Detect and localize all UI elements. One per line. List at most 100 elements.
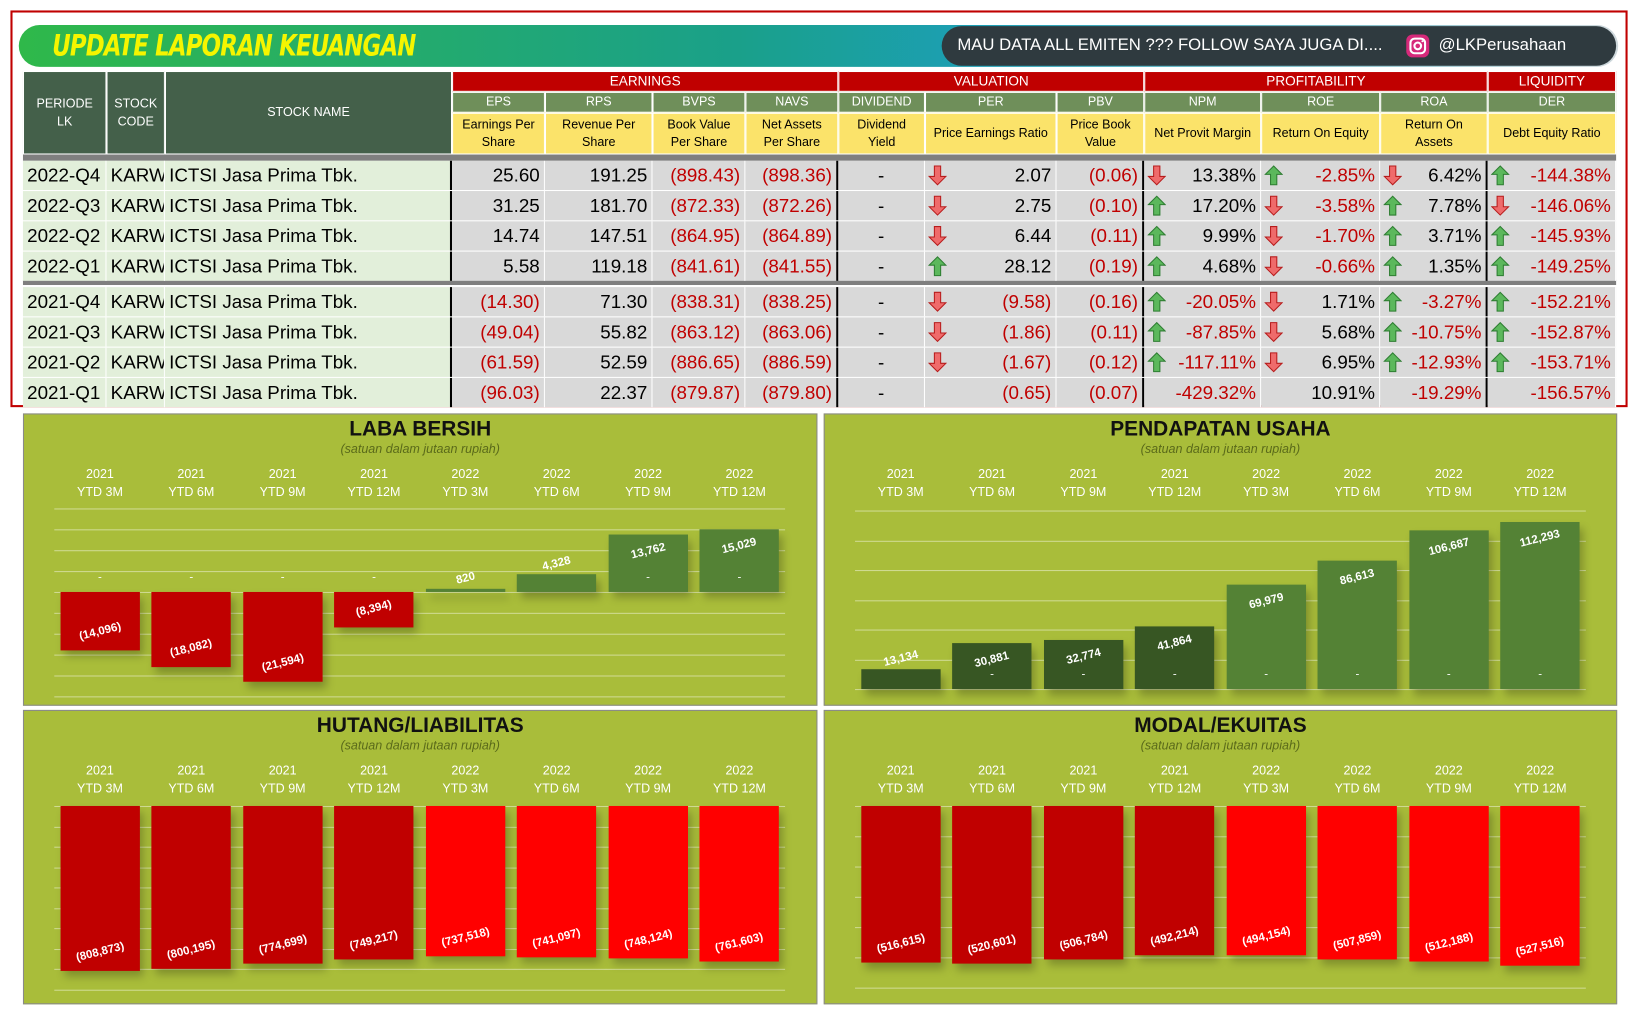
bar [242,805,323,965]
chart-panel [22,709,818,1005]
trend-arrow [1147,256,1167,277]
column-description: Dividend Yield [838,112,925,155]
trend-arrow [1490,195,1510,216]
value-label: - [1264,668,1269,681]
table-cell: 31.25 [452,191,545,221]
value-label: - [372,571,376,584]
x-tick-label: 2022 YTD 6M [533,466,580,500]
grid-line [54,969,786,971]
grid-line [855,927,1586,929]
group-header: LIQUIDITY [1487,70,1617,92]
table-cell: 5.68% [1261,317,1381,347]
value-label: - [1446,668,1451,681]
x-tick-label: 2022 YTD 12M [1513,466,1567,500]
bar [1043,805,1124,960]
table-cell: KARW [106,191,165,221]
table-cell: (886.59) [745,347,839,377]
group-header: VALUATION [838,70,1145,92]
bar [861,669,941,690]
grid-line [855,570,1586,572]
x-tick-label: 2021 YTD 9M [259,466,306,500]
table-cell: (49.04) [452,317,545,347]
x-tick-label: 2022 YTD 6M [1334,466,1381,500]
table-cell: 17.20% [1144,191,1262,221]
trend-arrow [1264,291,1284,312]
table-cell: (863.06) [745,317,839,347]
table-cell: 2.75 [924,191,1057,221]
x-tick-label: 2022 YTD 3M [442,763,489,796]
table-cell: 5.58 [452,251,545,281]
table-cell: 7.78% [1380,191,1488,221]
value-label: - [280,571,285,584]
trend-arrow [928,226,947,247]
table-cell: 13.38% [1144,160,1262,191]
x-tick-label: 2021 YTD 12M [347,763,401,796]
trend-arrow [1383,225,1403,246]
table-cell: KARW [106,377,165,408]
value-label: - [1538,668,1543,681]
grid-line [54,696,786,698]
x-tick-label: 2021 YTD 12M [1148,763,1202,796]
trend-arrow [1490,291,1510,312]
table-cell: (0.16) [1056,287,1145,317]
table-cell: -152.87% [1487,317,1617,347]
trend-arrow [1490,352,1510,373]
table-cell: -153.71% [1487,347,1617,377]
table-cell: 10.91% [1261,377,1381,408]
grid-line [54,675,786,677]
trend-arrow [1383,165,1403,186]
chart-title: PENDAPATAN USAHA [1110,417,1331,441]
grid-line [54,867,786,869]
x-tick-label: 2022 YTD 12M [1513,763,1567,796]
table-cell: - [838,287,925,317]
banner-title: UPDATE LAPORAN KEUANGAN [52,28,416,63]
grid-line [54,948,786,950]
x-tick-label: 2021 YTD 3M [877,466,924,500]
column-code: NPM [1144,91,1262,113]
table-cell: 1.35% [1380,251,1488,281]
follow-text: MAU DATA ALL EMITEN ??? FOLLOW SAYA JUGA… [957,36,1383,55]
table-cell: (863.12) [652,317,746,347]
follow-pill [941,26,1617,66]
year-divider [22,279,1617,286]
trend-arrow [1147,225,1167,246]
bar [952,805,1032,964]
column-description: Book Value Per Share [652,112,746,155]
table-cell: 181.70 [544,191,653,221]
trend-arrow [928,352,947,373]
chart-title: HUTANG/LIABILITAS [316,714,524,738]
table-cell: (1.86) [924,317,1057,347]
table-cell: (0.07) [1056,377,1145,408]
x-tick-label: 2021 YTD 6M [168,466,215,500]
table-cell: 52.59 [544,347,653,377]
x-tick-label: 2021 YTD 12M [1148,466,1202,500]
table-cell: (0.11) [1056,221,1145,251]
column-description: Debt Equity Ratio [1487,112,1617,155]
trend-arrow [928,165,947,186]
bar [1409,530,1489,690]
table-cell: -117.11% [1144,347,1262,377]
header-cell: STOCK NAME [164,70,453,155]
grid-line [855,659,1586,661]
instagram-icon [1406,34,1430,58]
column-code: BVPS [652,91,746,113]
table-cell: 2021-Q1 [22,377,107,408]
table-cell: (879.87) [652,377,746,408]
table-cell: (0.10) [1056,191,1145,221]
value-label: - [1355,668,1360,681]
trend-arrow [1383,352,1403,373]
x-tick-label: 2022 YTD 9M [625,466,672,500]
table-cell: (96.03) [452,377,545,408]
grid-line [855,805,1586,808]
group-header: PROFITABILITY [1144,70,1488,92]
trend-arrow [1264,195,1284,216]
grid-line [855,987,1586,989]
value-label: - [990,668,994,681]
grid-line [855,836,1586,838]
bar [1409,805,1489,962]
table-cell: 2.07 [924,160,1057,191]
bar [1317,560,1398,690]
table-cell: -146.06% [1487,191,1617,221]
trend-arrow [1147,195,1167,216]
